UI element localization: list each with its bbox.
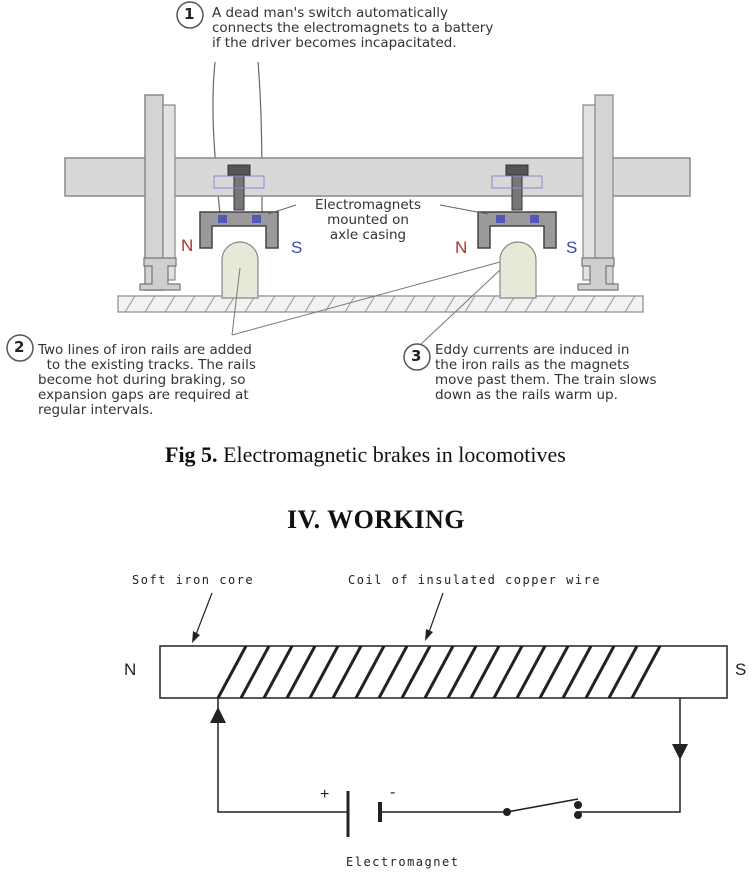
current-arrow-down [672, 744, 688, 760]
coil-windings [216, 645, 662, 699]
figure-caption-text: Electromagnetic brakes in locomotives [217, 442, 566, 467]
rail-left [139, 257, 181, 291]
wheel-right-inner [582, 104, 596, 281]
pole-s-left: S [291, 238, 303, 257]
sleeper-hatching [124, 295, 636, 313]
callout-1-text: A dead man's switch automatically connec… [212, 5, 494, 51]
pole-n-right: N [455, 238, 468, 257]
core-label: Soft iron core [132, 573, 255, 587]
callout-1-circle [176, 1, 204, 29]
electromagnets-label: Electromagnets mounted on axle casing [315, 197, 421, 243]
callout-1-number: 1 [184, 5, 195, 23]
coil-label: Coil of insulated copper wire [348, 573, 602, 587]
battery-plus-sign: + [320, 786, 330, 803]
battery-minus-sign: - [390, 784, 396, 801]
callout-3-number: 3 [411, 347, 422, 365]
electromagnet-circuit [159, 592, 728, 837]
switch-contact-right-top [574, 801, 582, 809]
wheel-left-inner [162, 104, 176, 281]
section-heading: IV. WORKING [287, 505, 465, 534]
circuit-pole-s: S [735, 660, 747, 679]
callout-2-text: Two lines of iron rails are added to the… [38, 342, 256, 418]
circuit-pole-n: N [124, 660, 137, 679]
figure-caption-number: Fig 5. [165, 442, 218, 467]
circuit-caption: Electromagnet [346, 855, 460, 869]
leader-2a [231, 267, 241, 336]
electromagnet-left [199, 164, 279, 299]
coil-pointer-head [425, 629, 433, 641]
electromagnet-right [477, 164, 557, 299]
switch-lever [506, 798, 579, 813]
rail-right [577, 257, 619, 291]
leader-2b [231, 261, 501, 336]
switch-contact-right-bottom [574, 811, 582, 819]
figure-caption: Fig 5. Electromagnetic brakes in locomot… [165, 442, 566, 468]
sleeper [117, 295, 644, 313]
callout-3-circle [403, 343, 431, 371]
callout-2-number: 2 [14, 338, 25, 356]
coil-pointer [427, 592, 444, 636]
leader-label-left [267, 204, 297, 215]
callout-2-circle [6, 334, 34, 362]
pole-s-right: S [566, 238, 578, 257]
pole-n-left: N [181, 236, 194, 255]
wire-right-branch [578, 698, 681, 813]
wire-left-branch [217, 698, 348, 813]
core-pointer-head [192, 631, 200, 643]
current-arrow-up [210, 707, 226, 723]
leader-label-right [439, 204, 489, 215]
callout-3-text: Eddy currents are induced in the iron ra… [435, 342, 657, 403]
brake-illustration [6, 1, 691, 371]
core-pointer [194, 592, 213, 638]
leader-3 [419, 269, 501, 346]
